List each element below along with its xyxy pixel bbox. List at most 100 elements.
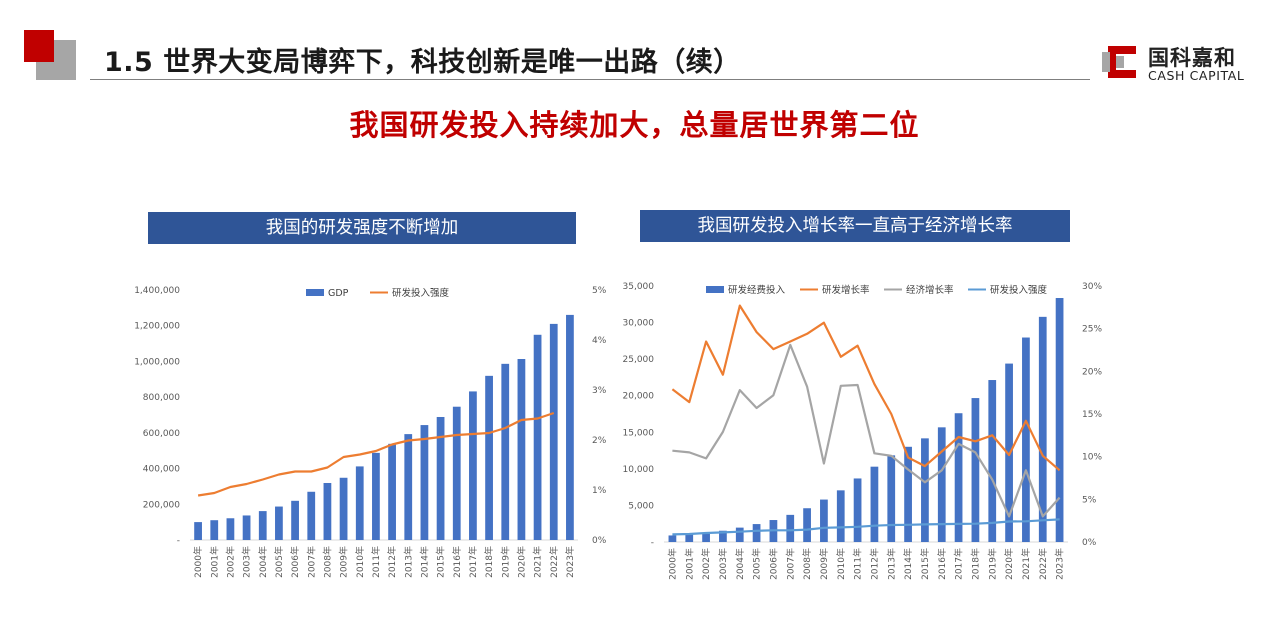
bar — [339, 477, 348, 540]
legend-label: GDP — [328, 288, 349, 299]
left-axis-tick-label: 20,000 — [623, 392, 655, 402]
bar — [355, 466, 364, 540]
left-axis-tick-label: 200,000 — [143, 500, 180, 510]
x-axis-tick-label: 2017年 — [953, 548, 965, 580]
bar — [752, 524, 761, 542]
left-axis-tick-label: 30,000 — [623, 319, 655, 329]
logo-mark-icon — [1102, 46, 1136, 78]
right-axis-tick-label: 20% — [1082, 367, 1102, 377]
x-axis-tick-label: 2011年 — [852, 548, 864, 580]
bar — [937, 427, 946, 542]
bar — [485, 375, 493, 540]
bar — [988, 380, 997, 542]
left-axis-tick-label: 15,000 — [623, 428, 655, 438]
series-line — [672, 518, 1060, 536]
right-axis-tick-label: 4% — [592, 336, 607, 346]
left-axis-tick-label: 25,000 — [623, 355, 655, 365]
x-axis-tick-label: 2002年 — [224, 546, 236, 578]
x-axis-tick-label: 2010年 — [354, 546, 366, 578]
left-axis-tick-label: 800,000 — [143, 393, 180, 403]
bar — [194, 522, 202, 540]
x-axis-tick-label: 2016年 — [451, 546, 463, 578]
bar — [549, 323, 558, 540]
legend-label: 研发增长率 — [822, 284, 870, 296]
x-axis-tick-label: 2019年 — [986, 548, 998, 580]
bar — [735, 527, 744, 542]
bar — [971, 398, 980, 542]
x-axis-tick-label: 2021年 — [1020, 548, 1032, 580]
x-axis-tick-label: 2008年 — [321, 546, 333, 578]
x-axis-tick-label: 2006年 — [767, 548, 779, 580]
bar — [533, 334, 542, 540]
x-axis-tick-label: 2001年 — [683, 548, 695, 580]
x-axis-tick-label: 2000年 — [666, 548, 678, 580]
left-chart-title: 我国的研发强度不断增加 — [148, 212, 576, 244]
bar — [1022, 337, 1030, 542]
right-axis-tick-label: 0% — [592, 536, 607, 546]
bar — [436, 416, 445, 540]
legend-label: 研发投入强度 — [990, 284, 1048, 296]
legend-swatch — [306, 289, 324, 296]
bar — [517, 359, 526, 540]
x-axis-tick-label: 2012年 — [868, 548, 880, 580]
x-axis-tick-label: 2011年 — [370, 546, 382, 578]
bar — [452, 406, 461, 540]
x-axis-tick-label: 2008年 — [801, 548, 813, 580]
right-axis-tick-label: 5% — [1082, 495, 1097, 505]
bar — [372, 452, 380, 540]
x-axis-tick-label: 2009年 — [338, 546, 350, 578]
bar — [1038, 316, 1047, 542]
left-axis-tick-label: 600,000 — [143, 429, 180, 439]
right-axis-tick-label: 30% — [1082, 282, 1102, 292]
right-axis-tick-label: 25% — [1082, 325, 1102, 335]
bar — [786, 514, 795, 542]
left-axis-tick-label: - — [651, 538, 654, 548]
bar — [275, 506, 283, 540]
right-axis-tick-label: 3% — [592, 386, 607, 396]
corner-accent-overlap — [36, 40, 54, 62]
x-axis-tick-label: 2003年 — [717, 548, 729, 580]
bar — [1055, 298, 1064, 542]
legend-label: 经济增长率 — [906, 284, 954, 296]
x-axis-tick-label: 2006年 — [289, 546, 301, 578]
logo-chinese-name: 国科嘉和 — [1148, 46, 1236, 70]
bar — [719, 530, 727, 542]
bar — [566, 314, 574, 540]
x-axis-tick-label: 2010年 — [835, 548, 847, 580]
series-line — [671, 304, 1061, 472]
bar — [668, 535, 677, 542]
bar — [242, 515, 251, 540]
series-line — [197, 411, 555, 497]
bar — [404, 434, 413, 540]
legend-label: 研发经费投入 — [728, 284, 786, 296]
x-axis-tick-label: 2004年 — [257, 546, 269, 578]
x-axis-tick-label: 2015年 — [919, 548, 931, 580]
x-axis-tick-label: 2000年 — [192, 546, 204, 578]
x-axis-tick-label: 2017年 — [467, 546, 479, 578]
x-axis-tick-label: 2001年 — [208, 546, 220, 578]
x-axis-tick-label: 2016年 — [936, 548, 948, 580]
bar — [853, 478, 862, 542]
right-axis-tick-label: 1% — [592, 486, 607, 496]
bar — [420, 425, 429, 540]
bar — [226, 518, 235, 540]
chart-rd-growth: - 5,000 10,000 15,000 20,000 25,000 30,000 35,0… — [623, 282, 1103, 580]
x-axis-tick-label: 2009年 — [818, 548, 830, 580]
left-axis-tick-label: 5,000 — [628, 501, 654, 511]
logo-english-name: CASH CAPITAL — [1148, 68, 1245, 83]
x-axis-tick-label: 2014年 — [902, 548, 914, 580]
bar — [323, 482, 332, 540]
bar — [469, 391, 477, 540]
x-axis-tick-label: 2020年 — [1003, 548, 1015, 580]
bar — [803, 508, 811, 542]
bar — [258, 511, 267, 540]
left-axis-tick-label: 10,000 — [623, 465, 655, 475]
x-axis-tick-label: 2007年 — [305, 546, 317, 578]
x-axis-tick-label: 2022年 — [1037, 548, 1049, 580]
left-axis-tick-label: 400,000 — [143, 465, 180, 475]
x-axis-tick-label: 2018年 — [969, 548, 981, 580]
x-axis-tick-label: 2023年 — [1054, 548, 1066, 580]
chart-gdp-rd-intensity: - 200,000 400,000 600,000 800,000 1,000,000 1,… — [134, 286, 607, 578]
bar — [702, 532, 710, 542]
